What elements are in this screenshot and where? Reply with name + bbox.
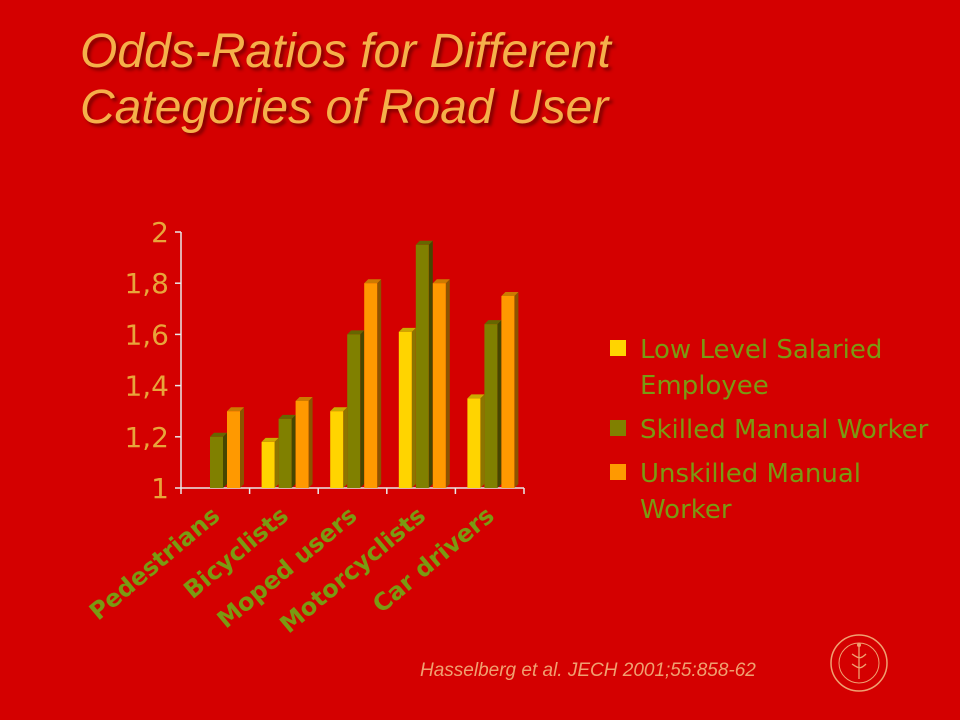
bar (261, 441, 275, 488)
legend-label: Skilled Manual Worker (640, 415, 929, 445)
bar-top (210, 432, 227, 437)
bar (432, 283, 446, 488)
bar (210, 436, 223, 488)
bar-top (295, 396, 313, 401)
bar-side (411, 327, 416, 488)
bar-top (330, 407, 348, 412)
bar-top (364, 279, 382, 284)
slide-title: Odds-Ratios for Different Categories of … (80, 24, 900, 136)
title-line-2: Categories of Road User (80, 81, 609, 134)
bar-top (415, 240, 433, 245)
bar-top (261, 437, 279, 442)
y-tick-label: 1,4 (124, 370, 169, 403)
bar-side (308, 396, 313, 488)
legend-label: Low Level Salaried Employee (640, 335, 883, 401)
bar-side (377, 279, 382, 488)
bar-top (484, 320, 502, 325)
legend-swatch (610, 464, 626, 480)
y-tick-label: 2 (151, 216, 169, 249)
title-line-1: Odds-Ratios for Different (80, 25, 611, 78)
bar (227, 411, 240, 488)
bar-side (360, 330, 365, 488)
bar-side (291, 414, 296, 488)
bar (501, 296, 515, 488)
bar-side (497, 320, 502, 488)
bar-top (432, 279, 450, 284)
bar (278, 418, 292, 488)
university-seal-icon (830, 634, 888, 692)
y-tick-label: 1,2 (124, 421, 169, 454)
legend-item: Skilled Manual Worker (610, 412, 940, 448)
bar (330, 411, 344, 488)
legend-swatch (610, 340, 626, 356)
bar-side (223, 432, 227, 488)
bar-top (501, 292, 519, 296)
bar-top (467, 394, 485, 399)
bar (364, 283, 378, 488)
category-label: Car drivers (367, 501, 499, 618)
bar-side (514, 292, 519, 488)
bar-side (480, 394, 485, 488)
legend-item: Low Level Salaried Employee (610, 332, 940, 404)
y-tick-label: 1,8 (124, 267, 169, 300)
legend-swatch (610, 420, 626, 436)
bar (415, 244, 429, 488)
bar-side (445, 279, 450, 488)
bar-top (278, 414, 296, 419)
legend-item: Unskilled Manual Worker (610, 456, 940, 528)
bar-top (347, 330, 365, 335)
y-tick-label: 1 (151, 472, 169, 505)
bar-side (274, 437, 279, 488)
legend-label: Unskilled Manual Worker (640, 459, 862, 525)
bar-top (227, 407, 244, 412)
bar-side (428, 240, 433, 488)
bar (467, 398, 481, 488)
bar (484, 324, 498, 488)
y-tick-label: 1,6 (124, 318, 169, 351)
bar-top (398, 327, 416, 332)
bar (295, 400, 309, 488)
citation: Hasselberg et al. JECH 2001;55:858-62 (420, 660, 756, 681)
bar (347, 334, 361, 488)
bar-side (343, 407, 348, 488)
bar (398, 331, 412, 488)
chart-legend: Low Level Salaried Employee Skilled Manua… (610, 332, 940, 536)
bar-side (240, 407, 244, 488)
